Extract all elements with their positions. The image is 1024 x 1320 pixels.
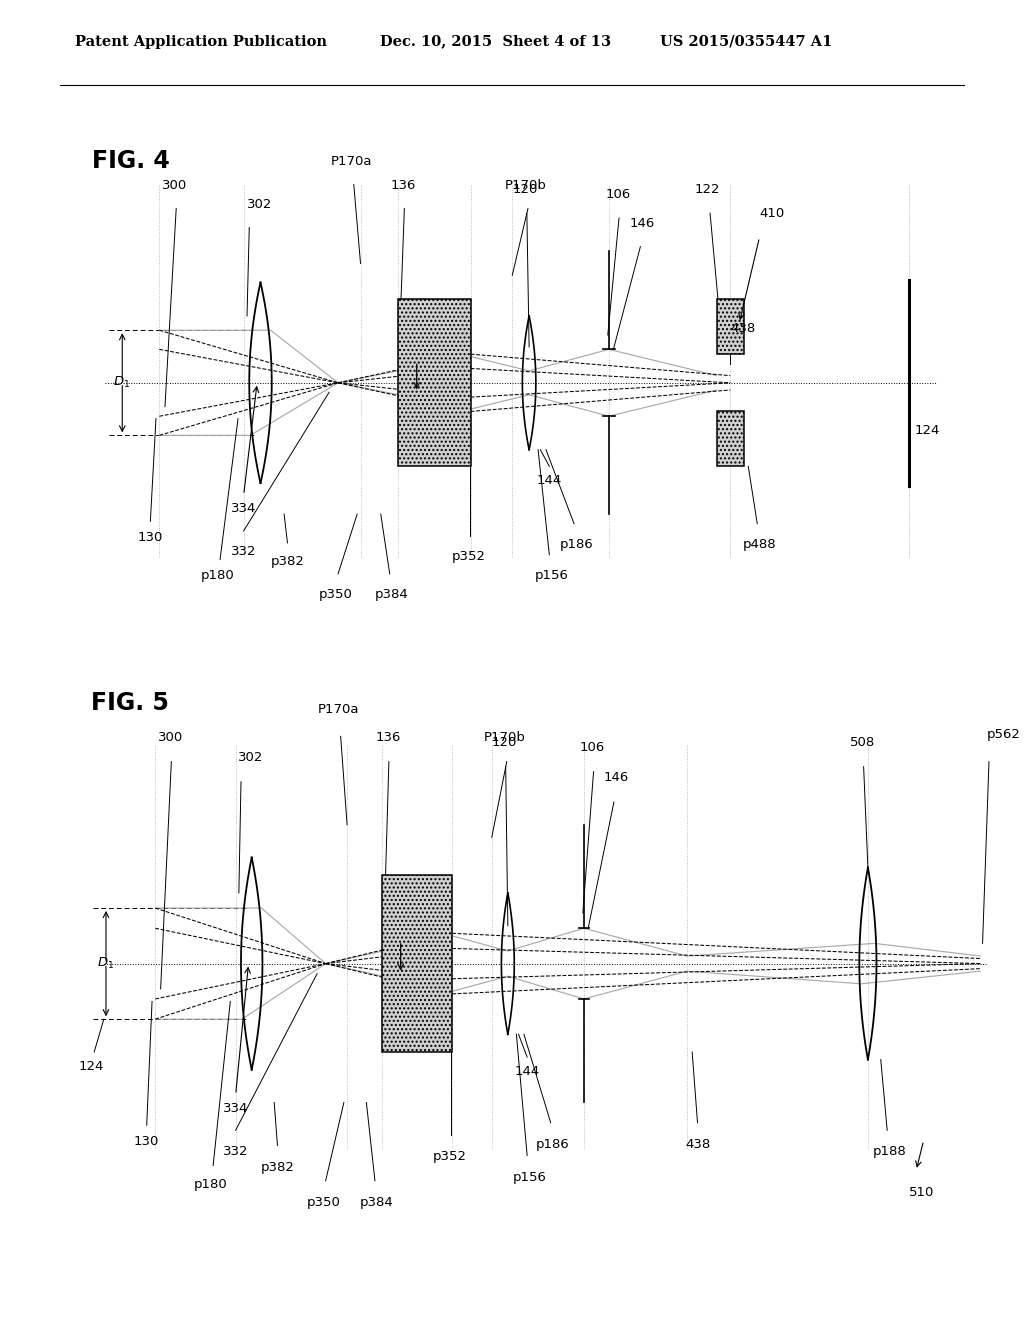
Text: US 2015/0355447 A1: US 2015/0355447 A1	[660, 34, 833, 49]
Text: p156: p156	[535, 569, 568, 582]
Text: p186: p186	[559, 539, 593, 550]
Text: p186: p186	[536, 1138, 569, 1151]
Text: FIG. 4: FIG. 4	[92, 149, 170, 173]
Text: 136: 136	[390, 178, 416, 191]
Text: 106: 106	[580, 741, 605, 754]
Text: 334: 334	[223, 1102, 249, 1115]
Bar	[717, 300, 743, 354]
Text: p180: p180	[195, 1179, 228, 1191]
Text: 508: 508	[850, 737, 876, 748]
Text: 332: 332	[223, 1146, 249, 1159]
Text: 146: 146	[603, 771, 629, 784]
Text: p384: p384	[360, 1196, 394, 1209]
Text: 144: 144	[537, 474, 562, 487]
Text: p350: p350	[318, 589, 352, 601]
Text: 300: 300	[158, 731, 183, 744]
Text: 438: 438	[685, 1138, 710, 1151]
Bar	[382, 875, 453, 1052]
Text: P170a: P170a	[331, 154, 373, 168]
Bar	[717, 412, 743, 466]
Text: 120: 120	[513, 183, 539, 197]
Text: 410: 410	[760, 207, 784, 220]
Text: p350: p350	[306, 1196, 340, 1209]
Text: p352: p352	[452, 550, 485, 564]
Text: 124: 124	[914, 424, 940, 437]
Text: 130: 130	[137, 531, 163, 544]
Text: p188: p188	[872, 1146, 906, 1159]
Text: Patent Application Publication: Patent Application Publication	[75, 34, 327, 49]
Text: p352: p352	[433, 1151, 467, 1163]
Text: p384: p384	[375, 589, 409, 601]
Text: 438: 438	[730, 322, 756, 335]
Text: 334: 334	[231, 502, 256, 515]
Text: $D_1$: $D_1$	[114, 375, 130, 391]
Text: 144: 144	[514, 1065, 540, 1077]
Text: p180: p180	[201, 569, 234, 582]
Text: FIG. 5: FIG. 5	[91, 690, 169, 715]
Text: 136: 136	[375, 731, 400, 744]
Text: p156: p156	[512, 1171, 546, 1184]
Text: 122: 122	[695, 183, 721, 197]
Text: 302: 302	[247, 198, 272, 211]
Text: 300: 300	[163, 178, 187, 191]
Text: p562: p562	[987, 729, 1021, 742]
Text: p382: p382	[270, 554, 304, 568]
Text: 124: 124	[78, 1060, 103, 1073]
Text: 510: 510	[908, 1185, 934, 1199]
Text: 120: 120	[492, 737, 517, 748]
Bar	[397, 300, 471, 466]
Text: P170b: P170b	[505, 178, 547, 191]
Text: 146: 146	[630, 216, 655, 230]
Text: P170a: P170a	[317, 704, 359, 717]
Text: 130: 130	[134, 1135, 160, 1148]
Text: p488: p488	[742, 539, 776, 550]
Text: P170b: P170b	[483, 731, 525, 744]
Text: $D_1$: $D_1$	[97, 956, 115, 972]
Text: 332: 332	[230, 545, 256, 558]
Text: Dec. 10, 2015  Sheet 4 of 13: Dec. 10, 2015 Sheet 4 of 13	[380, 34, 611, 49]
Text: 302: 302	[238, 751, 263, 764]
Text: p382: p382	[260, 1160, 294, 1173]
Text: 106: 106	[605, 189, 631, 201]
